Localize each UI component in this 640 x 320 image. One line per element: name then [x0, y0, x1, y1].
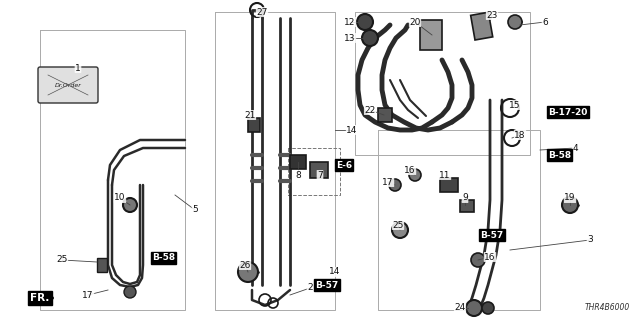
Text: 12: 12	[344, 18, 356, 27]
Bar	[248, 118, 260, 132]
Text: 14: 14	[346, 125, 358, 134]
Text: 7: 7	[317, 171, 323, 180]
Text: 16: 16	[404, 165, 416, 174]
Text: 9: 9	[462, 194, 468, 203]
Text: B-57: B-57	[315, 281, 339, 290]
Text: FR.: FR.	[30, 293, 50, 303]
Text: 13: 13	[344, 34, 356, 43]
Text: 18: 18	[515, 131, 525, 140]
Bar	[440, 178, 458, 192]
Bar	[460, 200, 474, 212]
Text: 17: 17	[382, 178, 394, 187]
Text: 27: 27	[256, 7, 268, 17]
Circle shape	[409, 169, 421, 181]
Text: 1: 1	[75, 63, 81, 73]
Text: 20: 20	[410, 18, 420, 27]
Circle shape	[124, 286, 136, 298]
Text: 25: 25	[56, 255, 68, 265]
Circle shape	[471, 253, 485, 267]
Bar	[420, 20, 442, 50]
Circle shape	[362, 30, 378, 46]
Text: 16: 16	[484, 252, 496, 261]
Circle shape	[562, 197, 578, 213]
Text: 14: 14	[330, 268, 340, 276]
Text: 17: 17	[83, 291, 93, 300]
Text: E-6: E-6	[336, 161, 352, 170]
Text: Dr.Order: Dr.Order	[54, 83, 81, 87]
Circle shape	[357, 14, 373, 30]
Circle shape	[389, 179, 401, 191]
Circle shape	[508, 15, 522, 29]
Text: 11: 11	[439, 171, 451, 180]
Text: 6: 6	[542, 18, 548, 27]
Text: B-58: B-58	[152, 253, 175, 262]
Text: 23: 23	[486, 11, 498, 20]
Text: THR4B6000: THR4B6000	[585, 303, 630, 312]
Circle shape	[123, 198, 137, 212]
Text: 5: 5	[192, 205, 198, 214]
Circle shape	[392, 222, 408, 238]
Text: 24: 24	[454, 303, 466, 313]
Text: 15: 15	[509, 100, 521, 109]
Text: 8: 8	[295, 171, 301, 180]
Bar	[290, 155, 306, 169]
Bar	[97, 258, 107, 272]
Text: 3: 3	[587, 236, 593, 244]
Text: 2: 2	[307, 284, 313, 292]
Bar	[310, 162, 328, 178]
Text: 19: 19	[564, 194, 576, 203]
Text: 22: 22	[364, 106, 376, 115]
Text: B-17-20: B-17-20	[548, 108, 588, 116]
Circle shape	[238, 262, 258, 282]
Bar	[378, 108, 392, 122]
FancyBboxPatch shape	[38, 67, 98, 103]
Bar	[470, 12, 493, 40]
Text: 4: 4	[572, 143, 578, 153]
Text: B-57: B-57	[480, 230, 503, 239]
Circle shape	[482, 302, 494, 314]
Text: 26: 26	[239, 260, 251, 269]
Text: 25: 25	[392, 220, 404, 229]
Text: 10: 10	[115, 194, 125, 203]
Text: 21: 21	[244, 110, 256, 119]
Text: B-58: B-58	[548, 150, 571, 159]
Circle shape	[466, 300, 482, 316]
